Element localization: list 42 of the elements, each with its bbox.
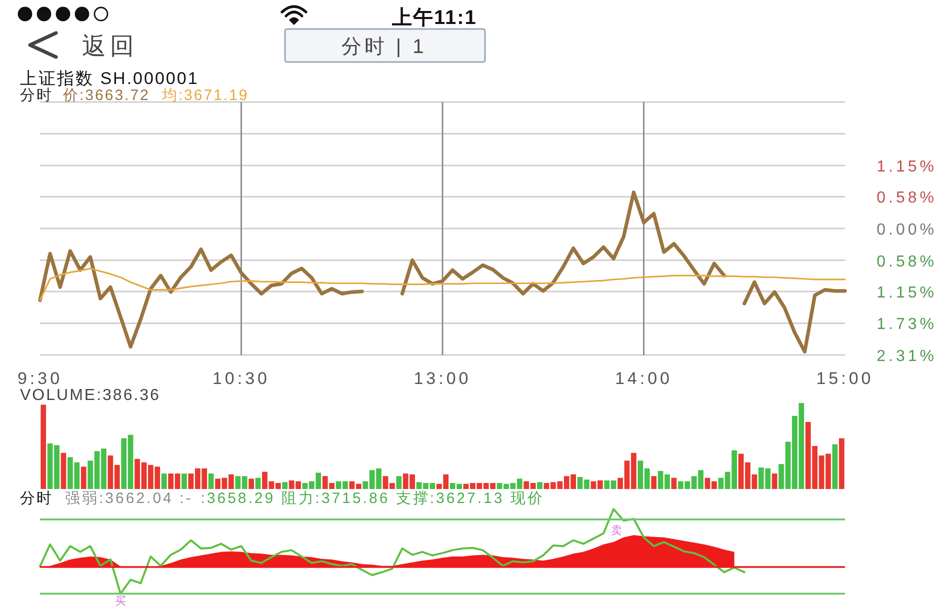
- bar: [40, 404, 46, 489]
- bar: [161, 474, 167, 489]
- bar: [671, 478, 677, 489]
- bar: [208, 474, 214, 489]
- x-tick-label: 15:00: [816, 369, 874, 388]
- chart-title: VOLUME:386.36: [20, 387, 160, 404]
- x-tick-label: 14:00: [614, 369, 673, 388]
- bar: [838, 438, 844, 489]
- line-series: [39, 268, 846, 302]
- text: 分时 | 1: [341, 36, 427, 58]
- x-tick-label: 10:30: [212, 369, 270, 388]
- x-tick-label: 13:00: [414, 369, 472, 388]
- bar: [60, 452, 66, 489]
- bar: [651, 476, 656, 489]
- bar: [396, 476, 402, 489]
- y-tick-label: 0.58%: [876, 253, 937, 270]
- chart-title: 分时: [20, 490, 53, 507]
- text: 均:3671.19: [160, 87, 249, 104]
- annotation: 卖: [611, 524, 622, 537]
- bar: [537, 482, 542, 489]
- annotation: 买: [115, 596, 126, 608]
- y-tick-label: 1.15%: [876, 284, 937, 302]
- text: 上午11:1: [391, 7, 477, 29]
- bar: [255, 478, 261, 489]
- bar: [282, 482, 288, 489]
- x-tick-label: 9:30: [17, 369, 63, 388]
- bar: [772, 474, 778, 489]
- text: 返回: [82, 33, 138, 60]
- bar: [80, 466, 86, 489]
- text: 价:3663.72: [62, 87, 150, 104]
- y-tick-label: 1.73%: [876, 316, 937, 334]
- bar: [248, 478, 254, 489]
- bar: [832, 444, 838, 489]
- y-tick-label: 0.58%: [876, 190, 937, 207]
- y-tick-label: 0.00%: [876, 222, 937, 238]
- text: 强弱:3662.04 :-: [65, 490, 193, 507]
- text: :3658.29 阻力:3715.86 支撑:3627.13 现价: [200, 490, 544, 507]
- bar: [182, 474, 187, 489]
- y-tick-label: 2.31%: [876, 348, 937, 365]
- chart-title: 上证指数 SH.000001: [20, 69, 199, 88]
- chart-subtitle: 分时: [20, 87, 53, 104]
- y-tick-label: 1.15%: [876, 158, 937, 176]
